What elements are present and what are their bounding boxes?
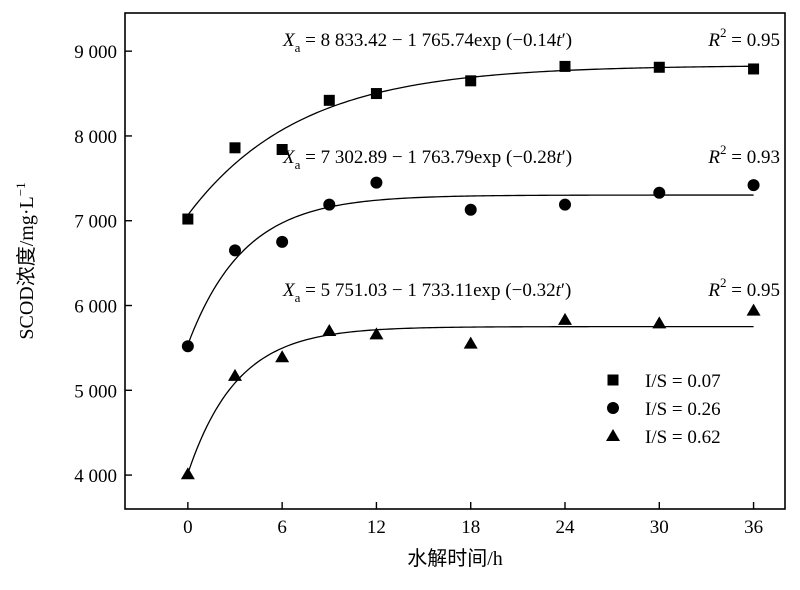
x-axis: 0 6 12 18 24 30 36 xyxy=(183,502,763,538)
y-axis-title: SCOD浓度/mg·L−1 xyxy=(13,182,38,339)
r-squared: R2 = 0.95 xyxy=(707,25,780,51)
x-axis-title: 水解时间/h xyxy=(407,547,503,570)
data-point xyxy=(559,60,571,72)
plot-frame xyxy=(124,12,786,510)
legend-label: I/S = 0.26 xyxy=(645,399,721,420)
y-axis-title-sup: −1 xyxy=(13,182,28,196)
data-point xyxy=(370,88,382,100)
y-axis: 4 000 5 000 6 000 7 000 8 000 9 000 xyxy=(74,42,132,487)
fit-equation: Xa = 5 751.03 − 1 733.11exp (−0.32t′) xyxy=(282,280,571,305)
x-tick-label: 30 xyxy=(650,517,669,538)
x-tick-label: 18 xyxy=(461,517,480,538)
data-markers xyxy=(180,60,761,480)
y-tick-label: 6 000 xyxy=(74,297,117,318)
legend-item: I/S = 0.07 xyxy=(607,371,721,392)
data-point xyxy=(322,323,337,336)
data-point xyxy=(276,235,289,248)
fit-equation: Xa = 7 302.89 − 1 763.79exp (−0.28t′) xyxy=(282,147,572,172)
x-tick-label: 6 xyxy=(277,517,287,538)
data-point xyxy=(558,312,572,325)
fit-equations: Xa = 8 833.42 − 1 765.74exp (−0.14t′) R2 … xyxy=(282,25,780,305)
y-tick-label: 5 000 xyxy=(74,381,117,402)
x-tick-label: 36 xyxy=(744,517,763,538)
y-tick-label: 9 000 xyxy=(74,42,117,63)
data-point xyxy=(653,186,666,199)
legend-item: I/S = 0.26 xyxy=(607,399,721,420)
data-point xyxy=(747,179,760,192)
data-point xyxy=(229,142,241,154)
legend-marker xyxy=(607,374,619,386)
x-tick-label: 0 xyxy=(183,517,193,538)
data-point xyxy=(464,203,477,216)
data-point xyxy=(323,94,335,106)
data-point xyxy=(652,316,667,329)
data-point xyxy=(370,176,383,189)
data-point xyxy=(180,467,195,480)
x-tick-label: 12 xyxy=(367,517,386,538)
legend-label: I/S = 0.62 xyxy=(645,427,721,448)
data-point xyxy=(228,368,242,381)
data-point xyxy=(276,144,288,156)
data-point xyxy=(369,327,384,340)
y-axis-title-main: SCOD浓度/mg·L xyxy=(15,196,38,339)
legend: I/S = 0.07 I/S = 0.26 I/S = 0.62 xyxy=(606,371,721,448)
legend-marker xyxy=(606,429,620,441)
data-point xyxy=(748,63,760,75)
fit-curve xyxy=(187,65,754,216)
r-squared: R2 = 0.93 xyxy=(707,142,780,168)
y-tick-label: 4 000 xyxy=(74,466,117,487)
legend-marker xyxy=(607,402,619,414)
x-tick-label: 24 xyxy=(556,517,576,538)
data-point xyxy=(182,213,194,225)
data-point xyxy=(653,61,665,73)
data-point xyxy=(323,198,336,211)
fit-curve xyxy=(187,194,754,345)
r-squared: R2 = 0.95 xyxy=(707,275,780,301)
data-point xyxy=(463,336,478,349)
data-point xyxy=(181,340,194,353)
data-point xyxy=(559,198,571,211)
y-tick-label: 7 000 xyxy=(74,212,117,233)
data-point xyxy=(746,303,761,316)
data-point xyxy=(465,75,477,87)
fit-equation: Xa = 8 833.42 − 1 765.74exp (−0.14t′) xyxy=(282,30,572,55)
data-point xyxy=(229,244,241,257)
y-tick-label: 8 000 xyxy=(74,127,117,148)
legend-item: I/S = 0.62 xyxy=(606,427,721,448)
data-point xyxy=(275,350,290,363)
legend-label: I/S = 0.07 xyxy=(645,371,721,392)
